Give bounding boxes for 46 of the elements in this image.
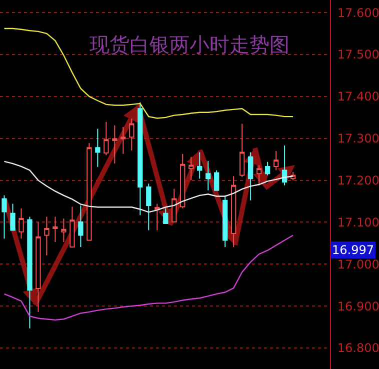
candlestick	[2, 194, 7, 240]
candlestick	[240, 123, 245, 178]
candlestick	[112, 124, 118, 164]
candlestick	[180, 153, 186, 209]
candlestick	[154, 203, 160, 231]
candlestick	[95, 128, 100, 168]
text: 16.997	[332, 243, 374, 257]
candlestick	[27, 216, 32, 329]
candlestick	[78, 204, 84, 248]
candlestick	[163, 208, 168, 224]
candlestick	[36, 221, 41, 312]
candlestick	[10, 203, 16, 231]
candlestick	[86, 142, 92, 241]
candlestick	[52, 216, 58, 242]
y-tick-label: 17.200	[337, 174, 379, 188]
line-series	[4, 234, 294, 321]
candlestick	[214, 170, 220, 191]
text: 现货白银两小时走势图	[90, 32, 290, 56]
candlestick	[222, 194, 228, 248]
candlestick	[120, 126, 126, 154]
candlestick	[146, 183, 152, 231]
y-tick-label: 17.100	[337, 215, 379, 230]
candlestick	[44, 216, 50, 256]
candlestick	[129, 118, 134, 152]
candlestick	[138, 102, 143, 216]
candlestick	[70, 206, 75, 248]
y-tick-label: 17.600	[337, 6, 379, 20]
y-tick-label: 16.800	[337, 341, 379, 356]
y-tick-label: 17.400	[337, 90, 379, 104]
candlestick	[248, 152, 254, 201]
candlestick	[282, 145, 288, 186]
candlestick	[256, 164, 262, 186]
candlestick	[231, 176, 236, 248]
y-tick-label: 17.000	[337, 257, 379, 272]
candlestick	[188, 156, 194, 181]
candlestick	[273, 150, 279, 171]
y-tick-label: 17.300	[337, 132, 379, 146]
candlestick	[18, 208, 24, 240]
candlestick	[61, 218, 66, 242]
candlestick	[206, 160, 211, 191]
y-tick-label: 16.900	[337, 299, 379, 314]
candlestick	[104, 122, 109, 156]
candlestick	[197, 152, 202, 180]
y-tick-label: 17.500	[337, 48, 379, 62]
candlestick	[264, 161, 270, 176]
candlestick	[172, 188, 177, 222]
